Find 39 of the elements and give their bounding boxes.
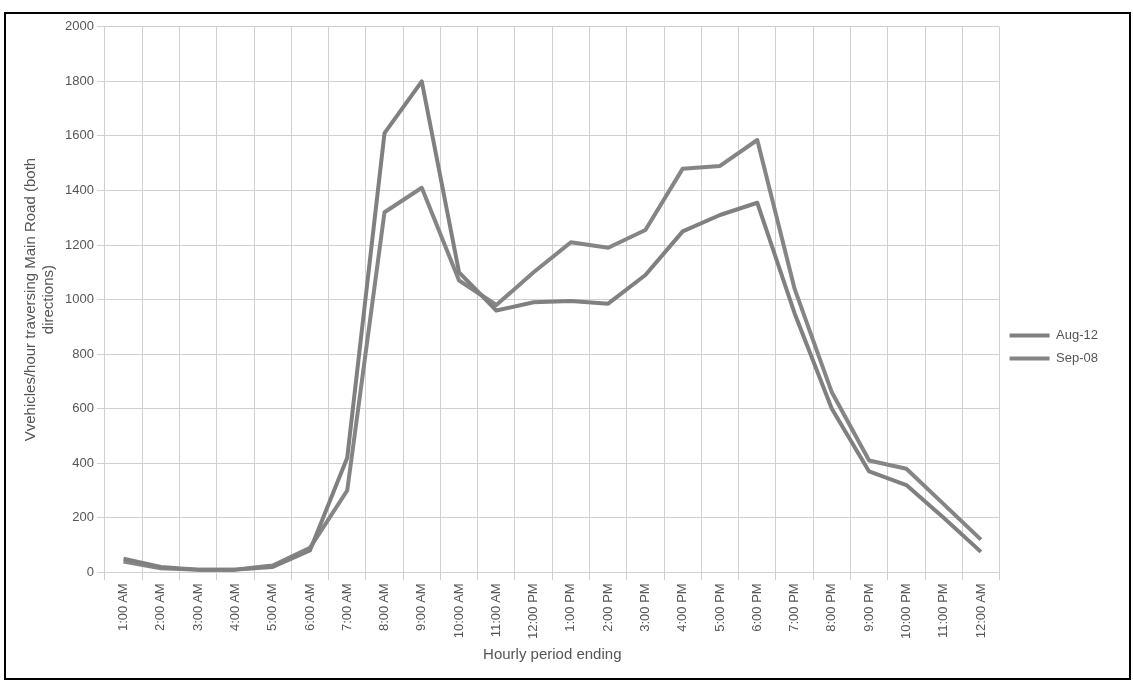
x-tick-label: 11:00 AM <box>487 583 503 638</box>
y-tick-label: 1000 <box>65 291 94 307</box>
y-tick-label: 400 <box>72 454 94 470</box>
x-tick-label: 3:00 PM <box>637 583 653 632</box>
x-tick-label: 12:00 AM <box>972 583 988 639</box>
y-tick-label: 1200 <box>65 236 94 252</box>
x-axis-title: Hourly period ending <box>483 645 622 663</box>
y-axis-title: Vvehicles/hour traversing Main Road (both directions) <box>21 157 57 442</box>
legend-label: Aug-12 <box>1056 327 1098 343</box>
x-tick-label: 8:00 PM <box>823 583 839 632</box>
x-tick-label: 12:00 PM <box>525 583 541 640</box>
x-tick-label: 10:00 AM <box>450 583 466 639</box>
y-tick-label: 1600 <box>65 127 94 143</box>
x-tick-label: 2:00 PM <box>599 583 615 632</box>
y-tick-label: 0 <box>86 563 94 579</box>
y-tick-label: 1400 <box>65 182 94 198</box>
x-tick-label: 5:00 PM <box>711 583 727 632</box>
y-tick-label: 1800 <box>65 72 94 88</box>
y-tick-label: 200 <box>72 509 94 525</box>
x-tick-label: 1:00 PM <box>562 583 578 632</box>
x-tick-label: 1:00 AM <box>115 583 131 632</box>
x-tick-label: 4:00 PM <box>674 583 690 632</box>
x-tick-label: 11:00 PM <box>935 583 951 639</box>
x-tick-label: 10:00 PM <box>897 583 913 640</box>
x-tick-label: 3:00 AM <box>189 583 205 632</box>
x-tick-label: 7:00 AM <box>338 583 354 632</box>
y-tick-label: 2000 <box>65 18 94 34</box>
x-tick-label: 7:00 PM <box>786 583 802 632</box>
x-tick-label: 9:00 AM <box>413 583 429 632</box>
x-tick-label: 5:00 AM <box>264 583 280 632</box>
y-tick-label: 600 <box>72 400 94 416</box>
x-tick-label: 8:00 AM <box>376 583 392 632</box>
x-tick-label: 6:00 PM <box>748 583 764 632</box>
x-tick-label: 9:00 PM <box>860 583 876 632</box>
y-tick-label: 800 <box>72 345 94 361</box>
x-tick-label: 2:00 AM <box>152 583 168 632</box>
x-tick-label: 6:00 AM <box>301 583 317 632</box>
x-tick-label: 4:00 AM <box>226 583 242 632</box>
legend-label: Sep-08 <box>1056 350 1098 366</box>
